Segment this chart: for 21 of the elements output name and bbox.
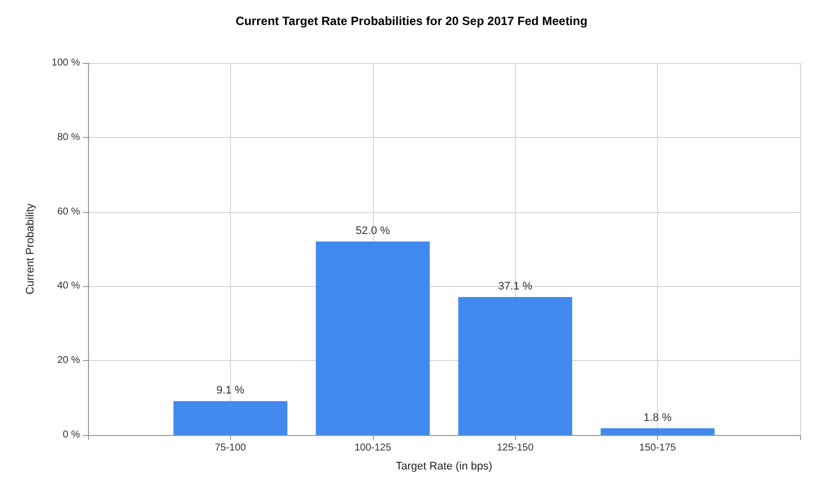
y-tick-label: 40 % bbox=[57, 280, 80, 292]
bar bbox=[600, 428, 715, 435]
y-axis-title: Current Probability bbox=[24, 202, 36, 295]
x-tick-label: 75-100 bbox=[214, 442, 246, 454]
y-tick-label: 100 % bbox=[52, 58, 80, 68]
bar bbox=[316, 242, 430, 435]
data-label: 1.8 % bbox=[644, 412, 672, 424]
bar bbox=[458, 296, 572, 435]
y-tick-label: 80 % bbox=[57, 132, 80, 143]
chart-title: Current Target Rate Probabilities for 20 Sep 2017 Fed Meeting bbox=[236, 14, 588, 28]
x-tick-label: 125-150 bbox=[496, 442, 534, 454]
y-tick-label: 60 % bbox=[57, 206, 80, 218]
y-tick-label: 20 % bbox=[57, 355, 80, 366]
x-tick-label: 100-125 bbox=[354, 442, 392, 454]
x-axis-title: Target Rate (in bps) bbox=[396, 460, 492, 472]
y-tick-label: 0 % bbox=[62, 430, 80, 440]
bar bbox=[173, 401, 288, 435]
data-label: 37.1 % bbox=[498, 280, 533, 292]
x-tick-label: 150-175 bbox=[639, 442, 676, 454]
data-label: 52.0 % bbox=[356, 225, 390, 238]
data-label: 9.1 % bbox=[216, 384, 245, 397]
